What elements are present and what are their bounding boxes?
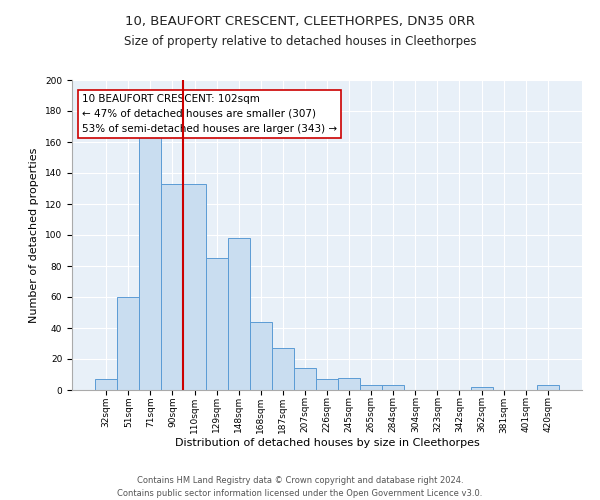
Bar bbox=[227, 238, 250, 390]
Bar bbox=[382, 386, 404, 390]
Text: 10 BEAUFORT CRESCENT: 102sqm
← 47% of detached houses are smaller (307)
53% of s: 10 BEAUFORT CRESCENT: 102sqm ← 47% of de… bbox=[82, 94, 337, 134]
Bar bbox=[117, 297, 139, 390]
Bar bbox=[184, 184, 206, 390]
Text: Size of property relative to detached houses in Cleethorpes: Size of property relative to detached ho… bbox=[124, 35, 476, 48]
Text: 10, BEAUFORT CRESCENT, CLEETHORPES, DN35 0RR: 10, BEAUFORT CRESCENT, CLEETHORPES, DN35… bbox=[125, 15, 475, 28]
Text: Contains HM Land Registry data © Crown copyright and database right 2024.
Contai: Contains HM Land Registry data © Crown c… bbox=[118, 476, 482, 498]
Bar bbox=[316, 379, 338, 390]
Bar bbox=[338, 378, 360, 390]
Bar bbox=[294, 368, 316, 390]
Bar bbox=[272, 348, 294, 390]
Bar bbox=[161, 184, 184, 390]
Bar bbox=[360, 386, 382, 390]
Bar bbox=[537, 386, 559, 390]
Bar bbox=[250, 322, 272, 390]
Bar bbox=[470, 387, 493, 390]
Bar bbox=[139, 134, 161, 390]
Y-axis label: Number of detached properties: Number of detached properties bbox=[29, 148, 40, 322]
X-axis label: Distribution of detached houses by size in Cleethorpes: Distribution of detached houses by size … bbox=[175, 438, 479, 448]
Bar bbox=[206, 258, 227, 390]
Bar bbox=[95, 379, 117, 390]
